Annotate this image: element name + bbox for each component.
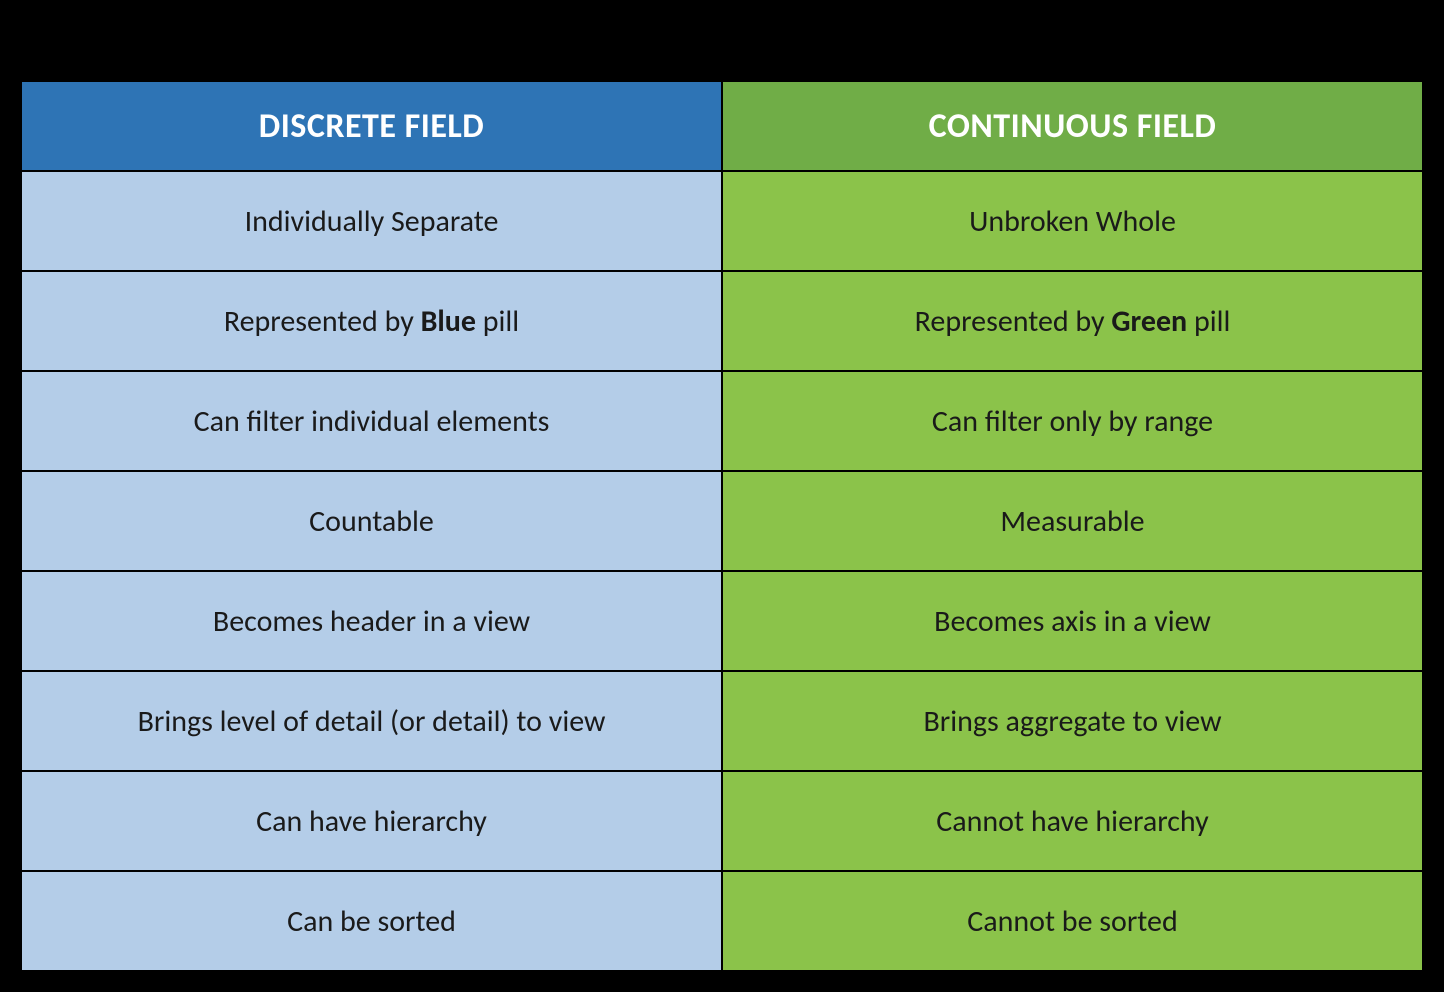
table-row: Individually Separate Unbroken Whole	[21, 171, 1423, 271]
comparison-table: DISCRETE FIELD CONTINUOUS FIELD Individu…	[20, 80, 1424, 972]
cell-text: Can filter only by range	[932, 403, 1213, 440]
page-wrap: DISCRETE FIELD CONTINUOUS FIELD Individu…	[0, 0, 1444, 992]
cell-text: Individually Separate	[245, 203, 499, 240]
table-row: Countable Measurable	[21, 471, 1423, 571]
discrete-cell: Can filter individual elements	[21, 371, 722, 471]
table-body: Individually Separate Unbroken Whole Rep…	[21, 171, 1423, 971]
cell-text: Becomes axis in a view	[934, 603, 1211, 640]
cell-bold: Blue	[421, 303, 476, 340]
continuous-cell: Can filter only by range	[722, 371, 1423, 471]
cell-text: Can have hierarchy	[256, 803, 487, 840]
cell-text: Represented by	[915, 303, 1112, 340]
cell-text: Brings aggregate to view	[923, 703, 1221, 740]
column-header-continuous: CONTINUOUS FIELD	[722, 81, 1423, 171]
continuous-cell: Becomes axis in a view	[722, 571, 1423, 671]
cell-text-post: pill	[1187, 303, 1230, 340]
table-row: Can have hierarchy Cannot have hierarchy	[21, 771, 1423, 871]
table-row: Can filter individual elements Can filte…	[21, 371, 1423, 471]
table-header-row: DISCRETE FIELD CONTINUOUS FIELD	[21, 81, 1423, 171]
continuous-cell: Measurable	[722, 471, 1423, 571]
continuous-cell: Represented by Green pill	[722, 271, 1423, 371]
discrete-cell: Can have hierarchy	[21, 771, 722, 871]
cell-text: Unbroken Whole	[969, 203, 1176, 240]
continuous-cell: Cannot have hierarchy	[722, 771, 1423, 871]
table-row: Becomes header in a view Becomes axis in…	[21, 571, 1423, 671]
cell-bold: Green	[1111, 303, 1187, 340]
discrete-cell: Becomes header in a view	[21, 571, 722, 671]
discrete-cell: Can be sorted	[21, 871, 722, 971]
cell-text: Countable	[309, 503, 434, 540]
discrete-cell: Individually Separate	[21, 171, 722, 271]
cell-text: Can be sorted	[287, 903, 456, 940]
cell-text: Can filter individual elements	[194, 403, 550, 440]
cell-text-post: pill	[476, 303, 519, 340]
cell-text: Cannot have hierarchy	[936, 803, 1208, 840]
continuous-cell: Cannot be sorted	[722, 871, 1423, 971]
table-row: Represented by Blue pill Represented by …	[21, 271, 1423, 371]
cell-text: Measurable	[1000, 503, 1144, 540]
discrete-cell: Brings level of detail (or detail) to vi…	[21, 671, 722, 771]
table-row: Brings level of detail (or detail) to vi…	[21, 671, 1423, 771]
discrete-cell: Countable	[21, 471, 722, 571]
cell-text: Cannot be sorted	[967, 903, 1177, 940]
table-row: Can be sorted Cannot be sorted	[21, 871, 1423, 971]
cell-text: Becomes header in a view	[213, 603, 530, 640]
cell-text: Brings level of detail (or detail) to vi…	[138, 703, 606, 740]
continuous-cell: Unbroken Whole	[722, 171, 1423, 271]
continuous-cell: Brings aggregate to view	[722, 671, 1423, 771]
cell-text: Represented by	[224, 303, 421, 340]
column-header-discrete: DISCRETE FIELD	[21, 81, 722, 171]
discrete-cell: Represented by Blue pill	[21, 271, 722, 371]
